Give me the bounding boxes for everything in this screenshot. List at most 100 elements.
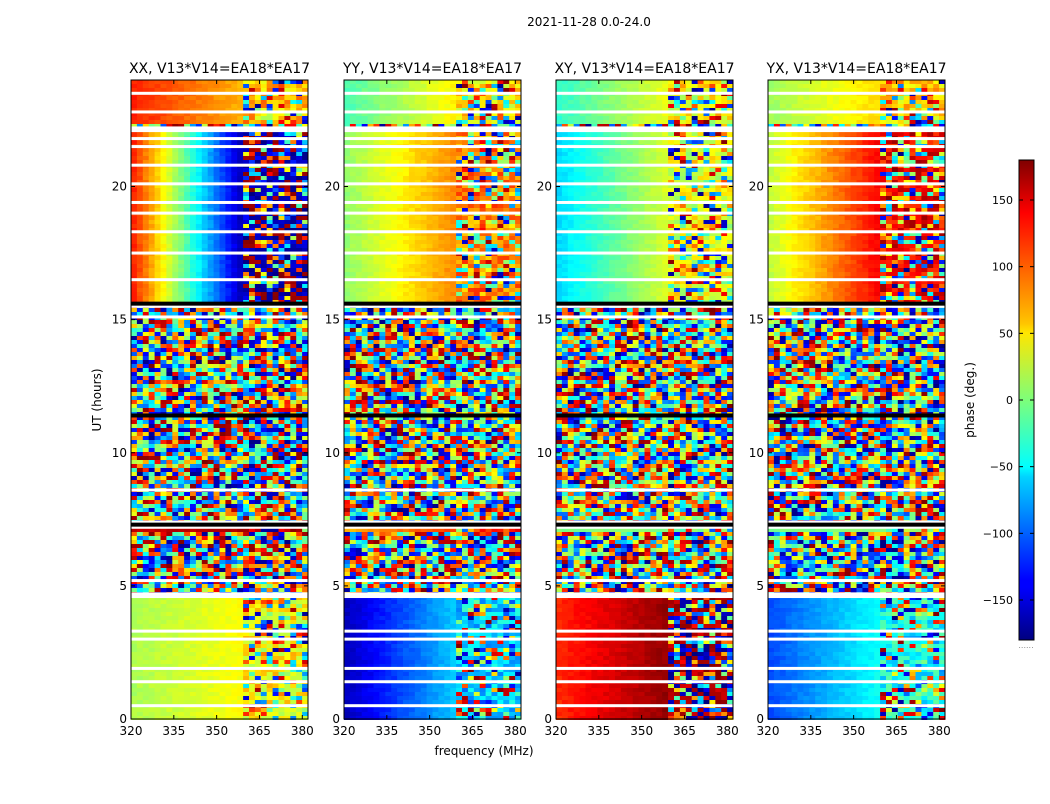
heatmap-cell xyxy=(362,84,368,88)
heatmap-cell xyxy=(290,672,296,676)
heatmap-cell xyxy=(220,708,226,712)
heatmap-cells xyxy=(344,80,521,720)
heatmap-cell xyxy=(296,328,302,332)
heatmap-cell xyxy=(279,344,285,348)
heatmap-cell xyxy=(131,676,137,680)
heatmap-cell xyxy=(279,656,285,660)
heatmap-cell xyxy=(184,408,190,412)
heatmap-cell xyxy=(143,192,149,196)
heatmap-cell xyxy=(161,452,167,456)
heatmap-cell xyxy=(261,676,267,680)
heatmap-cell xyxy=(190,224,196,228)
heatmap-cell xyxy=(184,176,190,180)
heatmap-cell xyxy=(279,140,285,144)
heatmap-cell xyxy=(225,656,231,660)
heatmap-cell xyxy=(237,356,243,360)
heatmap-cell xyxy=(267,452,273,456)
heatmap-cell xyxy=(231,116,237,120)
heatmap-cell xyxy=(243,688,249,692)
heatmap-cell xyxy=(131,352,137,356)
heatmap-cell xyxy=(208,368,214,372)
heatmap-cell xyxy=(155,560,161,564)
heatmap-cell xyxy=(166,380,172,384)
heatmap-cell xyxy=(161,96,167,100)
heatmap-cell xyxy=(190,88,196,92)
heatmap-cell xyxy=(143,172,149,176)
heatmap-cell xyxy=(302,120,308,124)
heatmap-cell xyxy=(267,320,273,324)
heatmap-cell xyxy=(196,452,202,456)
heatmap-cell xyxy=(208,340,214,344)
heatmap-cell xyxy=(296,96,302,100)
heatmap-cell xyxy=(137,684,143,688)
heatmap-cell xyxy=(302,656,308,660)
heatmap-cell xyxy=(261,364,267,368)
heatmap-cell xyxy=(267,428,273,432)
heatmap-cell xyxy=(356,88,362,92)
heatmap-cell xyxy=(284,356,290,360)
heatmap-cell xyxy=(267,376,273,380)
heatmap-cell xyxy=(196,140,202,144)
heatmap-cell xyxy=(131,288,137,292)
heatmap-cell xyxy=(214,104,220,108)
heatmap-cell xyxy=(137,480,143,484)
heatmap-cell xyxy=(284,340,290,344)
heatmap-cell xyxy=(202,460,208,464)
heatmap-cell xyxy=(137,544,143,548)
heatmap-cell xyxy=(214,692,220,696)
heatmap-cell xyxy=(279,612,285,616)
heatmap-cell xyxy=(255,168,261,172)
heatmap-cell xyxy=(302,404,308,408)
heatmap-cell xyxy=(143,372,149,376)
heatmap-cell xyxy=(202,612,208,616)
heatmap-cell xyxy=(279,692,285,696)
heatmap-cell xyxy=(196,564,202,568)
heatmap-cell xyxy=(184,336,190,340)
heatmap-cell xyxy=(273,364,279,368)
heatmap-cell xyxy=(273,508,279,512)
heatmap-cell xyxy=(184,96,190,100)
heatmap-cell xyxy=(225,360,231,364)
heatmap-cell xyxy=(255,372,261,376)
heatmap-cell xyxy=(249,340,255,344)
heatmap-cell xyxy=(279,620,285,624)
heatmap-cell xyxy=(237,288,243,292)
heatmap-cell xyxy=(302,616,308,620)
heatmap-cell xyxy=(143,608,149,612)
heatmap-cell xyxy=(172,468,178,472)
heatmap-cell xyxy=(214,532,220,536)
heatmap-cell xyxy=(255,192,261,196)
heatmap-cell xyxy=(161,572,167,576)
heatmap-cell xyxy=(261,624,267,628)
heatmap-cell xyxy=(131,372,137,376)
heatmap-cell xyxy=(131,204,137,208)
heatmap-cell xyxy=(143,456,149,460)
heatmap-cell xyxy=(149,612,155,616)
heatmap-cell xyxy=(208,192,214,196)
heatmap-cell xyxy=(296,80,302,84)
heatmap-cell xyxy=(190,480,196,484)
heatmap-cell xyxy=(143,496,149,500)
heatmap-cell xyxy=(155,264,161,268)
heatmap-cell xyxy=(208,156,214,160)
heatmap-cell xyxy=(196,404,202,408)
heatmap-cell xyxy=(214,292,220,296)
heatmap-cell xyxy=(131,168,137,172)
heatmap-cell xyxy=(279,460,285,464)
heatmap-cell xyxy=(161,392,167,396)
heatmap-cell xyxy=(302,464,308,468)
heatmap-cell xyxy=(302,356,308,360)
heatmap-cell xyxy=(208,440,214,444)
heatmap-cell xyxy=(237,692,243,696)
heatmap-cell xyxy=(184,364,190,368)
heatmap-cell xyxy=(284,172,290,176)
heatmap-cell xyxy=(231,404,237,408)
heatmap-cell xyxy=(492,84,498,88)
heatmap-cell xyxy=(184,604,190,608)
heatmap-cell xyxy=(214,556,220,560)
heatmap-cell xyxy=(302,564,308,568)
heatmap-cell xyxy=(273,264,279,268)
heatmap-cell xyxy=(220,352,226,356)
heatmap-cell xyxy=(249,364,255,368)
heatmap-cell xyxy=(255,588,261,592)
